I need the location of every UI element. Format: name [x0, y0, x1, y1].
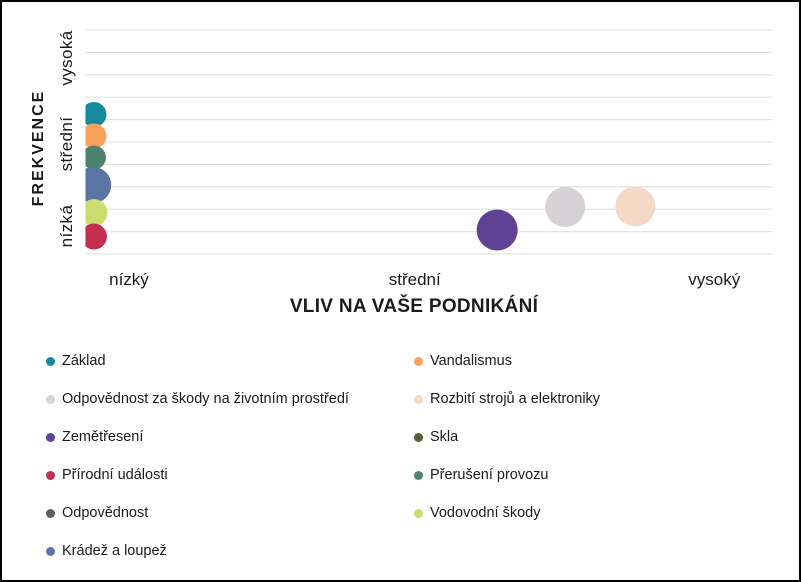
- y-axis-title: FREKVENCE: [30, 89, 47, 207]
- x-axis-title: VLIV NA VAŠE PODNIKÁNÍ: [289, 296, 539, 317]
- legend-swatch-kradez-a-loupez: [46, 546, 55, 556]
- legend-label-odpovednost-za-skody: Odpovědnost za škody na životním prostře…: [62, 391, 349, 407]
- bubble-odpovednost-za-skody: [545, 186, 586, 227]
- legend-swatch-odpovednost-za-skody: [46, 394, 55, 404]
- legend-label-zemetreseni: Zemětřesení: [62, 429, 144, 445]
- x-tick-nizky: nízký: [109, 270, 149, 289]
- legend-swatch-prirodni-udalosti: [46, 470, 55, 480]
- legend-item-vandalismus: Vandalismus: [414, 342, 600, 380]
- bubble-zemetreseni: [476, 209, 518, 251]
- legend-column-1: Základ Odpovědnost za škody na životním p…: [46, 342, 414, 570]
- legend-item-zaklad: Základ: [46, 342, 414, 380]
- legend-swatch-skla: [414, 432, 423, 442]
- legend-label-skla: Skla: [430, 429, 459, 445]
- legend-item-odpovednost-za-skody: Odpovědnost za škody na životním prostře…: [46, 380, 414, 418]
- legend-swatch-zemetreseni: [46, 432, 55, 442]
- legend-item-odpovednost: Odpovědnost: [46, 494, 414, 532]
- legend-item-preruseni-provozu: Přerušení provozu: [414, 456, 600, 494]
- y-tick-stredni: střední: [57, 116, 76, 172]
- x-tick-vysoky: vysoký: [688, 270, 741, 289]
- legend-item-rozbiti-stroju: Rozbití strojů a elektroniky: [414, 380, 600, 418]
- legend-label-rozbiti-stroju: Rozbití strojů a elektroniky: [430, 391, 601, 407]
- legend-label-zaklad: Základ: [62, 353, 106, 369]
- legend-label-odpovednost: Odpovědnost: [62, 505, 149, 521]
- legend-column-2: Vandalismus Rozbití strojů a elektroniky S…: [414, 342, 600, 570]
- legend-item-prirodni-udalosti: Přírodní události: [46, 456, 414, 494]
- legend-label-kradez-a-loupez: Krádež a loupež: [62, 543, 167, 559]
- bubble-vandalismus: [85, 123, 107, 149]
- legend-label-prirodni-udalosti: Přírodní události: [62, 467, 168, 483]
- bubble-rozbiti-stroju: [615, 186, 656, 227]
- legend-label-vandalismus: Vandalismus: [430, 353, 512, 369]
- legend-label-vodovodni-skody: Vodovodní škody: [430, 505, 541, 521]
- bubble-vodovodni-skody: [85, 199, 108, 227]
- y-tick-vysoka: vysoká: [57, 30, 76, 86]
- legend-swatch-preruseni-provozu: [414, 470, 423, 480]
- y-tick-nizka: nízká: [57, 204, 76, 247]
- bubble-preruseni-provozu: [85, 145, 106, 170]
- bubble-prirodni-udalosti: [85, 223, 107, 250]
- legend-swatch-vandalismus: [414, 356, 423, 366]
- legend-item-vodovodni-skody: Vodovodní škody: [414, 494, 600, 532]
- legend-item-zemetreseni: Zemětřesení: [46, 418, 414, 456]
- legend-label-preruseni-provozu: Přerušení provozu: [430, 467, 549, 483]
- legend-swatch-rozbiti-stroju: [414, 394, 423, 404]
- chart-legend: Základ Odpovědnost za škody na životním p…: [46, 342, 786, 570]
- x-tick-stredni: střední: [388, 270, 441, 289]
- legend-item-kradez-a-loupez: Krádež a loupež: [46, 532, 414, 570]
- legend-swatch-odpovednost: [46, 508, 55, 518]
- legend-swatch-vodovodni-skody: [414, 508, 423, 518]
- bubble-zaklad: [85, 101, 107, 127]
- bubble-kradez-a-loupez: [85, 167, 112, 204]
- bubble-chart-canvas: [85, 29, 772, 255]
- legend-item-skla: Skla: [414, 418, 600, 456]
- legend-swatch-zaklad: [46, 356, 55, 366]
